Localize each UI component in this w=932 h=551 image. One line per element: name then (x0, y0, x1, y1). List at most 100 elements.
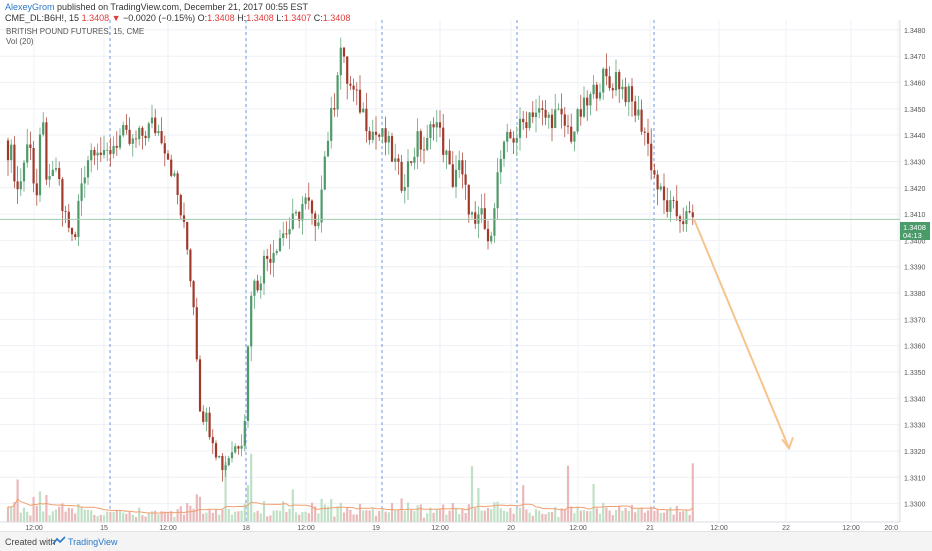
candle-body (51, 169, 54, 177)
volume-bar (93, 515, 96, 522)
candle-body (634, 101, 637, 116)
volume-bar (42, 511, 45, 522)
candle-body (282, 233, 285, 239)
volume-bar (202, 513, 205, 522)
candle-body (186, 221, 189, 250)
volume-bar (416, 505, 419, 522)
volume-bar (173, 516, 176, 522)
volume-bar (547, 512, 550, 522)
volume-bar (563, 509, 566, 522)
candle-body (643, 131, 646, 133)
time-tick-label: 21 (646, 525, 654, 531)
candle-body (109, 149, 112, 154)
candle-body (192, 281, 195, 308)
candle-body (614, 72, 618, 91)
volume-bar (83, 509, 86, 522)
candle-body (342, 47, 346, 57)
volume-bar (160, 511, 163, 522)
volume-bar (326, 506, 330, 522)
volume-bar (102, 515, 106, 522)
candle-body (355, 89, 358, 91)
candle-body (262, 255, 266, 284)
volume-bar (307, 513, 310, 522)
candle-body (387, 136, 390, 143)
price-chart[interactable]: 1.3480 1.3470 1.3460 1.3450 1.3440 1.3430 1.34… (0, 0, 932, 531)
volume-bar (390, 503, 394, 522)
volume-bar (294, 512, 298, 522)
candle-body (125, 125, 128, 130)
volume-bar (493, 502, 496, 522)
volume-bar (435, 509, 438, 522)
tradingview-link[interactable]: TradingView (68, 537, 118, 547)
volume-bar (624, 508, 627, 522)
volume-bar (272, 510, 275, 522)
volume-bar (266, 516, 269, 522)
candle-body (294, 211, 298, 214)
volume-bar (163, 511, 166, 522)
volume-bar (448, 510, 451, 522)
price-axis[interactable]: 1.3480 1.3470 1.3460 1.3450 1.3440 1.3430 1.34… (904, 28, 926, 509)
author-link[interactable]: AlexeyGrom (5, 2, 55, 12)
candle-body (688, 211, 691, 213)
candle-body (493, 208, 496, 236)
candle-body (531, 112, 534, 118)
volume-bar (512, 513, 515, 522)
projection-arrow[interactable] (693, 218, 790, 449)
candle-body (646, 132, 650, 144)
candle-body (442, 127, 445, 155)
volume-ma-line (7, 498, 694, 514)
price-tick-label: 1.3370 (904, 317, 926, 324)
volume-bar (614, 510, 618, 522)
candle-body (154, 117, 157, 134)
volume-bar (502, 510, 506, 522)
volume-bar (570, 506, 573, 522)
volume-bar (688, 514, 691, 522)
volume-bar (118, 510, 122, 522)
volume-bar (74, 513, 77, 522)
candle-body (525, 122, 528, 129)
volume-bar (413, 511, 416, 522)
candle-body (304, 197, 307, 204)
volume-bar (109, 512, 112, 522)
price-tick-label: 1.3470 (904, 54, 926, 61)
volume-bar (230, 514, 234, 522)
volume-bar (45, 495, 48, 522)
price-tick-label: 1.3390 (904, 265, 926, 272)
volume-bar (544, 514, 547, 522)
candle-body (502, 141, 506, 159)
volume-bar (646, 510, 650, 522)
volume-bar (515, 508, 518, 522)
candle-body (163, 143, 166, 154)
candle-body (298, 211, 301, 221)
candle-body (582, 97, 586, 117)
volume-bar (608, 510, 611, 522)
volume-bar (250, 453, 253, 522)
volume-bar (589, 511, 592, 522)
volume-bar (179, 506, 182, 522)
publish-line: AlexeyGrom published on TradingView.com,… (5, 2, 905, 13)
candle-body (464, 174, 467, 185)
symbol-label[interactable]: CME_DL:B6H (5, 13, 62, 23)
candle-body (214, 443, 218, 458)
time-axis[interactable]: 12:00 15 12:00 18 12:00 19 12:00 20 12:00 21 12:00… (25, 525, 898, 531)
volume-bar (218, 514, 221, 522)
candle-body (122, 125, 125, 136)
candle-body (538, 108, 541, 113)
volume-bar (691, 463, 694, 522)
candle-body (176, 173, 179, 195)
time-tick-label: 12:00 (569, 525, 587, 531)
time-tick-label: 19 (372, 525, 380, 531)
candle-body (346, 56, 349, 84)
candle-body (522, 118, 525, 123)
candle-body (83, 177, 86, 184)
high-value: 1.3408 (246, 13, 274, 23)
volume-bar (192, 508, 195, 522)
volume-bar (29, 515, 32, 522)
candle-body (474, 212, 477, 224)
candle-body (38, 134, 42, 196)
volume-bar (282, 501, 285, 522)
candle-body (86, 160, 90, 178)
volume-bar (243, 503, 246, 522)
volume-bar (115, 510, 118, 522)
volume-bar (509, 508, 512, 522)
